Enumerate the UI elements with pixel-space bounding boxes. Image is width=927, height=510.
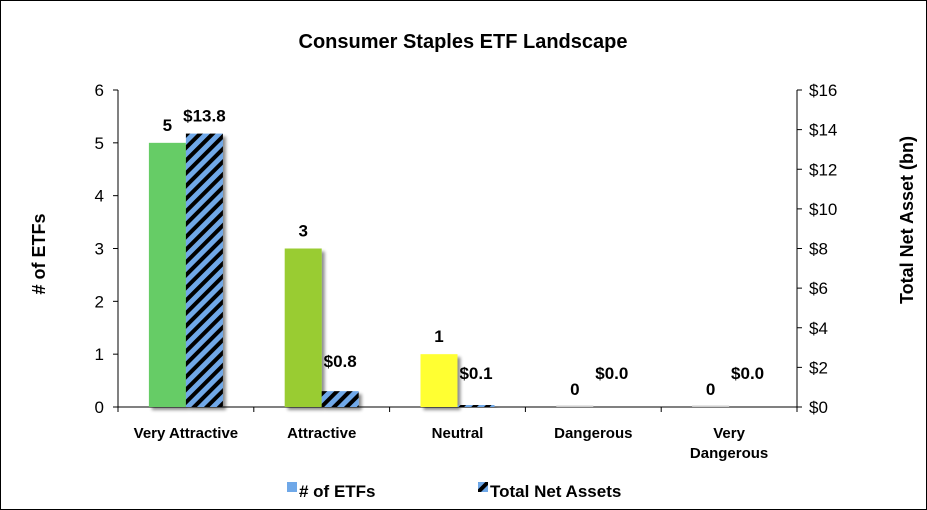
data-label-net-assets: $13.8: [183, 107, 226, 126]
y-tick-label: 3: [95, 240, 104, 259]
axes: 0 1 2 3 4 5 6 $0 $2 $4 $6 $8 $10 $12 $14 $16: [95, 81, 838, 417]
bar-etf-count: [148, 142, 186, 408]
category-label: Very Attractive: [134, 425, 239, 442]
y2-tick-label: $12: [809, 160, 837, 179]
y2-tick-label: $4: [809, 319, 828, 338]
bar-net-assets: [185, 133, 223, 407]
bar-net-assets: [321, 391, 359, 407]
chart-title: Consumer Staples ETF Landscape: [299, 31, 628, 53]
legend-swatch-etfs: [287, 482, 297, 492]
y2-tick-label: $16: [809, 81, 837, 100]
legend: # of ETFs Total Net Assets: [287, 482, 621, 501]
category-label: Attractive: [287, 425, 356, 442]
y-tick-label: 0: [95, 398, 104, 417]
bar-etf-count: [556, 405, 594, 407]
data-label-net-assets: $0.8: [324, 352, 357, 371]
y2-tick-label: $8: [809, 240, 828, 259]
legend-label-assets: Total Net Assets: [490, 482, 621, 501]
y-tick-label: 6: [95, 81, 104, 100]
data-label-etf-count: 0: [570, 380, 579, 399]
y-tick-label: 2: [95, 292, 104, 311]
y2-tick-label: $10: [809, 200, 837, 219]
y2-tick-label: $6: [809, 279, 828, 298]
y-tick-label: 1: [95, 345, 104, 364]
category-label: Dangerous: [554, 425, 632, 442]
y2-tick-label: $2: [809, 358, 828, 377]
bar-net-assets: [457, 405, 495, 407]
bar-etf-count: [692, 405, 730, 407]
legend-swatch-assets: [478, 482, 488, 492]
category-label: Neutral: [432, 425, 484, 442]
legend-label-etfs: # of ETFs: [299, 482, 376, 501]
y-axis-label: # of ETFs: [29, 213, 49, 294]
data-label-net-assets: $0.0: [731, 364, 764, 383]
bar-etf-count: [420, 354, 458, 407]
data-label-net-assets: $0.0: [595, 364, 628, 383]
y2-tick-label: $14: [809, 121, 837, 140]
category-labels: Very Attractive Attractive Neutral Dangerou…: [134, 425, 769, 462]
bar-etf-count: [284, 248, 322, 407]
y2-axis-label: Total Net Asset (bn): [897, 136, 917, 304]
bars: [148, 133, 730, 408]
category-label: Dangerous: [690, 445, 768, 462]
data-label-etf-count: 3: [298, 222, 307, 241]
data-label-etf-count: 0: [706, 380, 715, 399]
y2-tick-label: $0: [809, 398, 828, 417]
data-label-etf-count: 5: [163, 116, 172, 135]
data-labels: 5 $13.8 3 $0.8 1 $0.1 0 $0.0 0 $0.0: [163, 107, 764, 399]
y-tick-label: 5: [95, 134, 104, 153]
data-label-net-assets: $0.1: [459, 364, 492, 383]
y-tick-label: 4: [95, 187, 104, 206]
category-label: Very: [713, 425, 745, 442]
data-label-etf-count: 1: [434, 327, 443, 346]
